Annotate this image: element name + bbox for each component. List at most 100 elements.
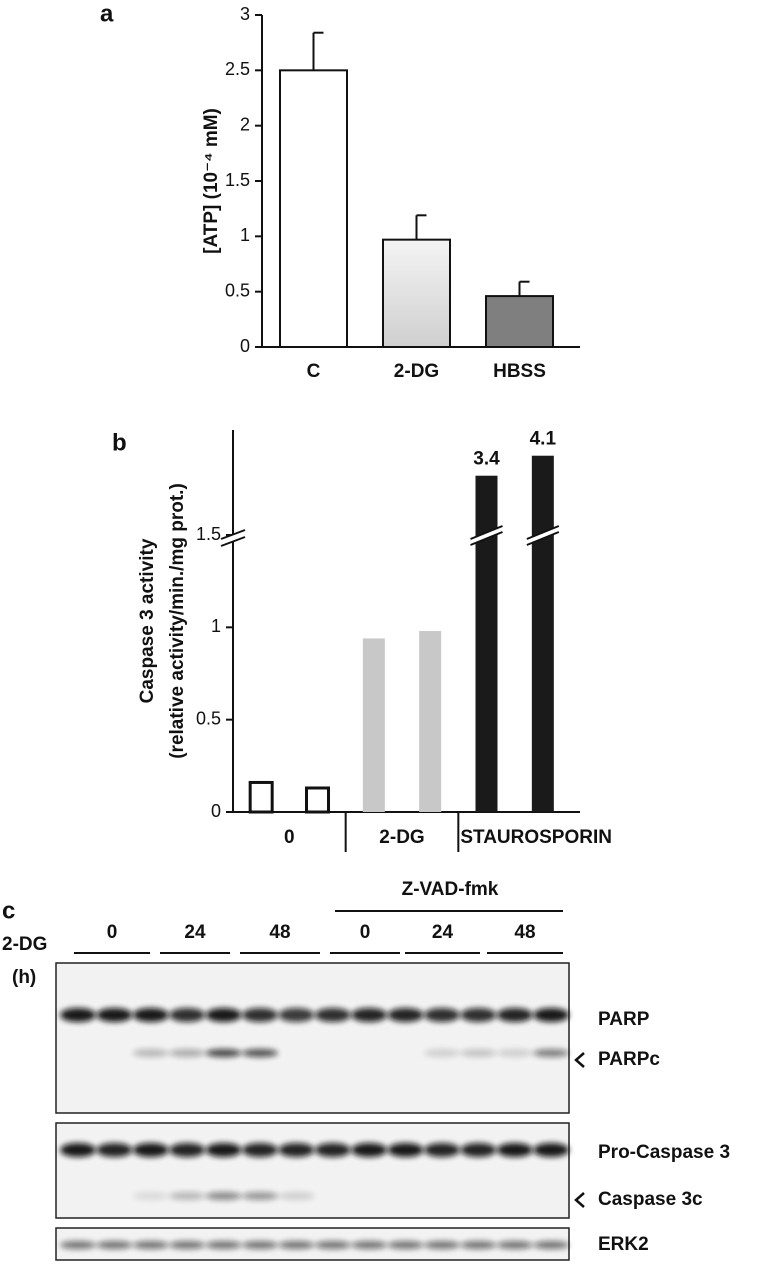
- blot-band: [60, 1143, 96, 1157]
- arrowhead: [574, 1192, 585, 1208]
- break-mark: [470, 525, 503, 540]
- inhibitor-label: Z-VAD-fmk: [402, 879, 499, 900]
- y-tick-label: 0: [240, 336, 250, 356]
- blot-band: [314, 1143, 351, 1157]
- blot-band: [460, 1143, 497, 1157]
- x-tick-label: 2-DG: [394, 361, 439, 382]
- lane-label: 24: [432, 922, 454, 943]
- break-mark: [220, 536, 246, 547]
- blot-band: [460, 1241, 497, 1249]
- blot-band: [533, 1241, 570, 1249]
- break-mark: [470, 531, 503, 546]
- blot-band: [60, 1241, 96, 1249]
- axis-break-gap: [223, 530, 243, 546]
- panel-letter: a: [100, 0, 114, 27]
- band-label: PARP: [598, 1009, 650, 1030]
- y-tick-label: 2: [240, 114, 250, 134]
- break-mark: [220, 529, 246, 540]
- blot-band: [533, 1049, 570, 1057]
- blot-band: [387, 1143, 424, 1157]
- lane-label: 48: [269, 922, 290, 943]
- y-tick-label: 1.5: [225, 170, 250, 190]
- blot-band: [387, 1241, 424, 1249]
- bar: [279, 69, 348, 348]
- blot-band: [533, 1143, 570, 1157]
- blot-band: [96, 1241, 133, 1249]
- blot-band: [496, 1143, 533, 1157]
- blot-band: [278, 1241, 315, 1249]
- y-tick-label: 3: [240, 4, 250, 24]
- blot-band: [424, 1241, 460, 1249]
- blot-box: [55, 962, 570, 1114]
- blot-band: [132, 1049, 169, 1057]
- lane-label: 0: [360, 922, 371, 943]
- blot-band: [351, 1008, 388, 1022]
- blot-band: [205, 1143, 242, 1157]
- lane-label: 0: [107, 922, 118, 943]
- bar: [531, 455, 554, 812]
- blot-band: [460, 1049, 497, 1057]
- blot-band: [205, 1192, 242, 1200]
- blot-band: [242, 1049, 278, 1057]
- x-tick-label: C: [307, 361, 321, 382]
- blot-band: [242, 1008, 278, 1022]
- blot-band: [132, 1008, 169, 1022]
- break-mark: [526, 525, 560, 540]
- bar: [485, 295, 554, 348]
- blot-band: [278, 1143, 315, 1157]
- blot-band: [96, 1143, 133, 1157]
- bar: [362, 638, 385, 812]
- bar: [475, 475, 498, 812]
- band-label: Pro-Caspase 3: [598, 1142, 730, 1163]
- western-blot: c Z-VAD-fmk 2-DG (h) PARP PARPc Pro-Casp…: [2, 879, 730, 1261]
- blot-band: [496, 1008, 533, 1022]
- blot-band: [169, 1008, 206, 1022]
- blot-band: [496, 1049, 533, 1057]
- band-label: ERK2: [598, 1234, 649, 1255]
- blot-band: [205, 1008, 242, 1022]
- y-tick-label: 2.5: [225, 59, 250, 79]
- blot-band: [60, 1008, 96, 1022]
- bar: [305, 786, 330, 814]
- group-label: 0: [284, 827, 295, 848]
- break-mark: [526, 531, 560, 546]
- blot-band: [424, 1008, 460, 1022]
- lane-label: 48: [514, 922, 535, 943]
- blot-band: [533, 1008, 570, 1022]
- y-axis-label: Caspase 3 activity: [137, 538, 158, 703]
- blot-band: [169, 1241, 206, 1249]
- band-label: PARPc: [598, 1049, 660, 1070]
- blot-band: [96, 1008, 133, 1022]
- blot-band: [278, 1192, 315, 1200]
- blot-band: [242, 1192, 278, 1200]
- axis-break-gap: [528, 527, 557, 544]
- blot-band: [314, 1008, 351, 1022]
- blot-band: [169, 1049, 206, 1057]
- blot-band: [460, 1008, 497, 1022]
- bar: [419, 631, 442, 812]
- y-tick-label: 1: [240, 225, 250, 245]
- blot-band: [351, 1143, 388, 1157]
- blot-band: [242, 1241, 278, 1249]
- blot-band: [132, 1192, 169, 1200]
- y-axis-label: (relative activity/min./mg prot.): [167, 483, 188, 759]
- bar: [382, 238, 451, 348]
- blot-band: [424, 1143, 460, 1157]
- y-tick-label: 1: [211, 616, 221, 636]
- y-axis-label: [ATP] (10⁻⁴ mM): [201, 108, 222, 254]
- value-label: 3.4: [473, 449, 500, 470]
- blot-band: [205, 1049, 242, 1057]
- y-tick-label: 0.5: [196, 708, 221, 728]
- blot-band: [169, 1143, 206, 1157]
- band-label: Caspase 3c: [598, 1189, 703, 1210]
- blot-band: [242, 1143, 278, 1157]
- axis-break-gap: [472, 527, 501, 544]
- treatment-label: 2-DG: [2, 934, 47, 955]
- blot-band: [496, 1241, 533, 1249]
- value-label: 4.1: [530, 429, 557, 450]
- blot-box: [55, 1122, 570, 1219]
- panel-letter: b: [112, 429, 127, 456]
- group-label: 2-DG: [379, 827, 424, 848]
- blot-band: [132, 1241, 169, 1249]
- blot-band: [351, 1241, 388, 1249]
